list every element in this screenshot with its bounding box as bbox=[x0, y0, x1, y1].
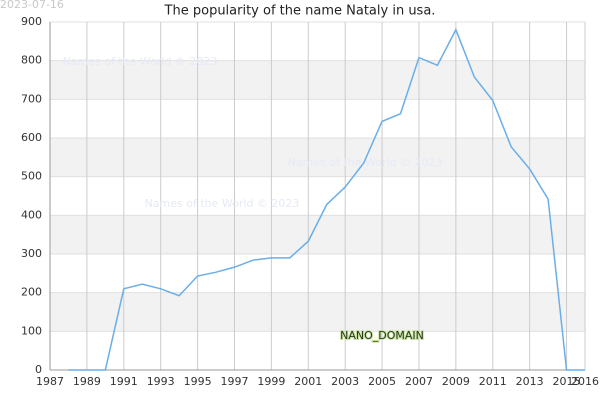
data-line bbox=[68, 27, 585, 371]
watermark: Names of the World © 2023 bbox=[288, 156, 443, 169]
grid-band bbox=[50, 292, 585, 332]
x-tick-label: 2016 bbox=[571, 375, 599, 388]
x-tick-label: 2001 bbox=[294, 375, 322, 388]
x-tick-label: 1995 bbox=[184, 375, 212, 388]
y-tick-label: 400 bbox=[21, 208, 42, 221]
y-tick-label: 600 bbox=[21, 131, 42, 144]
x-tick-label: 1989 bbox=[73, 375, 101, 388]
x-tick-label: 2009 bbox=[442, 375, 470, 388]
x-tick-label: 1993 bbox=[147, 375, 175, 388]
date-stamp: 2023-07-16 bbox=[0, 0, 64, 11]
x-tick-label: 1999 bbox=[257, 375, 285, 388]
grid-band bbox=[50, 60, 585, 100]
y-tick-label: 200 bbox=[21, 286, 42, 299]
grid-band bbox=[50, 138, 585, 177]
badge: NANO_DOMAIN bbox=[340, 329, 424, 342]
x-tick-label: 2007 bbox=[405, 375, 433, 388]
y-tick-label: 800 bbox=[21, 54, 42, 67]
x-tick-label: 2011 bbox=[479, 375, 507, 388]
x-tick-label: 2003 bbox=[331, 375, 359, 388]
watermark: Names of the World © 2023 bbox=[63, 55, 218, 68]
y-tick-label: 700 bbox=[21, 92, 42, 105]
y-tick-label: 300 bbox=[21, 247, 42, 260]
y-tick-label: 100 bbox=[21, 324, 42, 337]
x-tick-label: 2013 bbox=[516, 375, 544, 388]
x-tick-label: 2005 bbox=[368, 375, 396, 388]
x-tick-label: 2015 bbox=[553, 375, 581, 388]
y-tick-label: 500 bbox=[21, 170, 42, 183]
watermark: Names of the World © 2023 bbox=[145, 197, 300, 210]
x-tick-label: 1987 bbox=[36, 375, 64, 388]
y-tick-label: 900 bbox=[21, 15, 42, 28]
x-tick-label: 1991 bbox=[110, 375, 138, 388]
y-tick-label: 0 bbox=[35, 363, 42, 376]
grid-band bbox=[50, 215, 585, 254]
chart-title: The popularity of the name Nataly in usa… bbox=[164, 4, 436, 19]
x-tick-label: 1997 bbox=[220, 375, 248, 388]
